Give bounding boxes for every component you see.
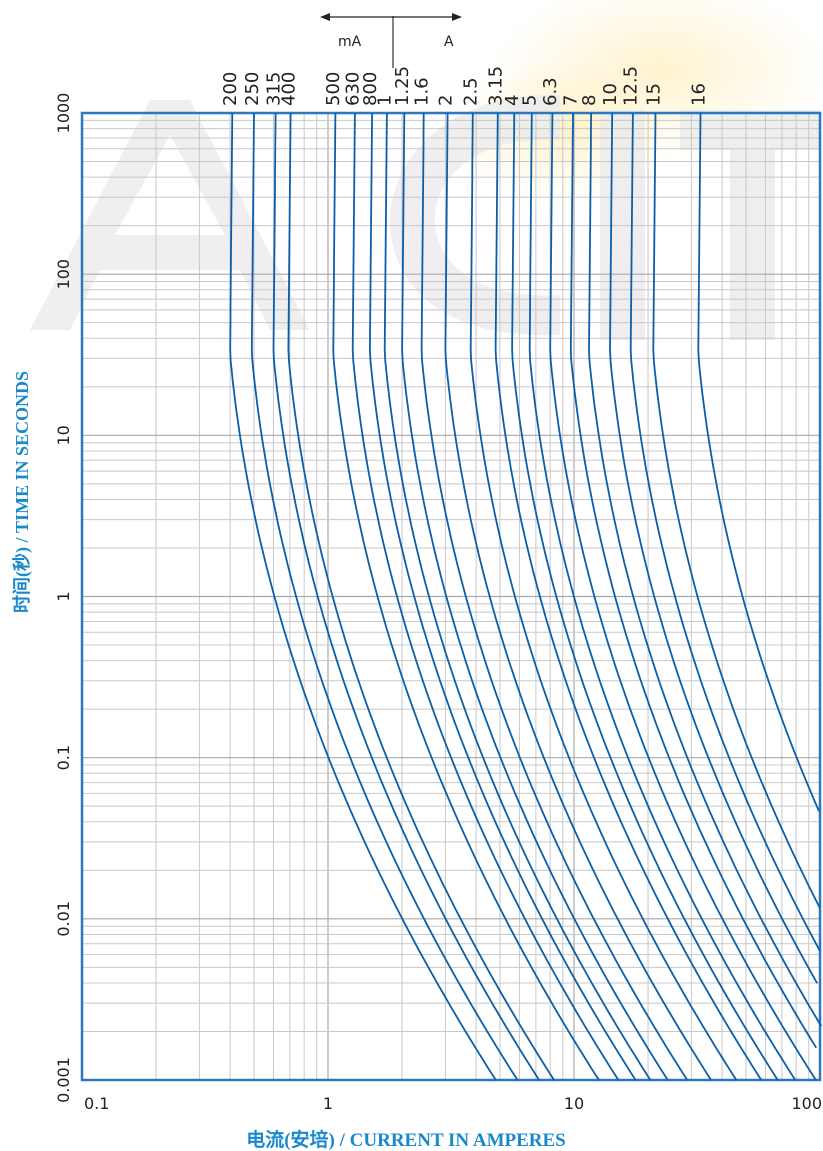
series-label-1.6: 1.6 [412, 77, 433, 106]
series-label-7: 7 [561, 95, 582, 106]
ma-arrow-head [320, 13, 330, 21]
unit-label-a: A [444, 34, 454, 50]
series-label-5: 5 [520, 95, 541, 106]
unit-label-ma: mA [338, 34, 362, 50]
series-curve-3.15 [494, 112, 763, 1081]
series-curve-250 [250, 112, 519, 1081]
series-label-12.5: 12.5 [621, 66, 642, 106]
series-curve-1.25 [401, 112, 669, 1081]
series-label-200: 200 [220, 72, 241, 106]
series-curve-6.3 [549, 112, 817, 1081]
series-curve-4 [511, 112, 779, 1081]
series-curve-400 [287, 112, 555, 1081]
series-curve-630 [351, 112, 620, 1081]
plot-frame [80, 111, 822, 1082]
series-curve-1.6 [420, 112, 688, 1081]
series-curve-1 [383, 112, 652, 1081]
y-tick-label: 0.01 [54, 901, 73, 937]
x-tick-label: 10 [564, 1094, 584, 1113]
series-label-2: 2 [435, 95, 456, 106]
series-label-4: 4 [502, 95, 523, 106]
series-label-6.3: 6.3 [540, 77, 561, 106]
series-label-2.5: 2.5 [461, 77, 482, 106]
x-axis-title: 电流(安培) / CURRENT IN AMPERES [246, 1128, 566, 1151]
unit-indicator: mA A [320, 13, 462, 68]
series-curve-16 [697, 112, 820, 812]
series-label-8: 8 [579, 95, 600, 106]
series-curve-8 [588, 112, 823, 1027]
series-curve-800 [368, 112, 637, 1081]
series-curve-315 [272, 112, 540, 1081]
y-axis-title: 时间(秒) / TIME IN SECONDS [11, 371, 33, 613]
series-curve-7 [569, 112, 817, 1049]
y-tick-label: 10 [54, 425, 73, 445]
y-tick-label: 1 [54, 591, 73, 601]
y-tick-label: 1000 [54, 93, 73, 134]
x-tick-labels: 0.1 1 10 100 [84, 1094, 822, 1113]
y-tick-label: 0.1 [54, 745, 73, 770]
curves [229, 112, 823, 1081]
series-curve-10 [609, 112, 818, 984]
series-label-15: 15 [643, 83, 664, 106]
x-tick-label: 1 [323, 1094, 333, 1113]
series-label-1.25: 1.25 [392, 66, 413, 106]
series-label-400: 400 [278, 72, 299, 106]
series-curve-2 [444, 112, 712, 1081]
series-label-315: 315 [263, 72, 284, 106]
series-curve-500 [332, 112, 600, 1081]
y-tick-label: 0.001 [54, 1057, 73, 1103]
series-label-250: 250 [242, 72, 263, 106]
series-label-1: 1 [375, 95, 396, 106]
series-label-3.15: 3.15 [486, 66, 507, 106]
y-tick-labels: 0.001 0.01 0.1 1 10 100 1000 [54, 93, 73, 1103]
y-tick-label: 100 [54, 259, 73, 290]
x-tick-label: 100 [791, 1094, 822, 1113]
series-curve-15 [652, 112, 821, 909]
a-arrow-head [452, 13, 462, 21]
series-label-10: 10 [600, 83, 621, 106]
series-label-500: 500 [323, 72, 344, 106]
series-curve-2.5 [469, 112, 738, 1081]
series-label-800: 800 [360, 72, 381, 106]
x-tick-label: 0.1 [84, 1094, 109, 1113]
series-label-16: 16 [688, 83, 709, 106]
series-curve-200 [229, 112, 497, 1081]
series-curve-12.5 [629, 112, 821, 952]
series-curve-5 [528, 112, 797, 1081]
series-label-630: 630 [343, 72, 364, 106]
